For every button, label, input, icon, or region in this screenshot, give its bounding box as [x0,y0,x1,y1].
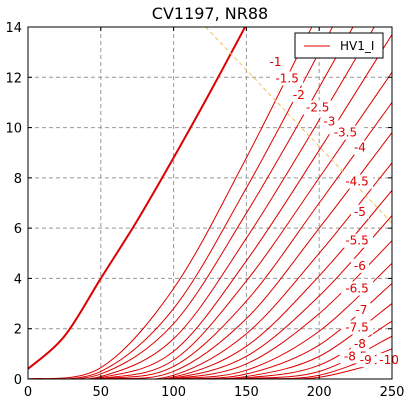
axes-frame [27,26,393,380]
load-line-layer [205,27,392,224]
legend-label: HV1_I [340,39,374,53]
curve-label: -1.5 [271,71,304,86]
curve-label-text: -6.5 [345,281,368,295]
curve-label: -10 [376,353,402,368]
load-line [205,27,392,224]
series-line [28,348,392,379]
curve-label-box [350,204,369,219]
curve-labels: -1 -1.5 -2-2.5-3-3.5-4 -4.5 -5 -5.5 -6 -6.5 -7 -7… [266,55,402,368]
y-tick-label: 2 [14,323,22,338]
x-tick-label: 0 [24,385,32,400]
curve-label-box [350,258,369,273]
axes: 0 50 100 150 200 250 0 2 4 6 8 10 12 14 [5,21,404,400]
curve-label: -2.5 [301,100,334,115]
curve-label: -2 [289,87,308,102]
curve-label: -3 [320,114,339,129]
series-line [28,320,392,379]
curve-label: -7 [352,302,371,317]
curve-label-text: -3.5 [334,126,357,140]
curve-label: -3.5 [329,125,362,140]
series-line [28,335,392,379]
curve-label-text: -5.5 [345,234,368,248]
x-tick-label: 100 [161,385,186,400]
curve-label-text: -3 [323,114,335,128]
curve-label-box [352,302,371,317]
curve-label-text: -6 [354,259,366,273]
chart-title: CV1197, NR88 [152,4,268,23]
y-tick-label: 0 [14,373,22,388]
curve-label-text: -4.5 [345,175,368,189]
curve-label-text: -7 [355,303,367,317]
y-tick-label: 12 [5,71,22,86]
curve-label: -9 [356,353,375,368]
series-line [28,240,392,379]
curve-label-box [341,281,374,296]
curve-label: -1 [266,55,285,70]
x-tick-label: 250 [380,385,405,400]
curve-label: -6 [350,258,369,273]
curve-label-box [350,140,369,155]
curve-label-text: -5 [354,205,366,219]
series-line [28,283,392,379]
curve-label-text: -2 [293,88,305,102]
y-tick-label: 14 [5,21,22,36]
curve-label-text: -8 [354,337,366,351]
series-line [28,215,392,379]
y-tick-label: 4 [14,272,22,287]
curve-label-box [289,87,308,102]
plot-area [28,27,392,379]
curve-label-box [266,55,285,70]
curve-label-text: -10 [379,353,399,367]
curve-label-box [356,353,375,368]
curve-label-text: -9 [360,353,372,367]
curve-label: -8 [350,336,369,351]
x-tick-label: 200 [307,385,332,400]
y-tick-label: 6 [14,222,22,237]
curve-label-text: -1.5 [275,72,298,86]
curve-label-text: -4 [354,141,366,155]
y-tick-label: 8 [14,172,22,187]
curve-label: -4 [350,140,369,155]
curve-label-text: -7.5 [345,320,368,334]
curve-label-box [341,233,374,248]
curve-label: -4.5 [341,174,374,189]
curve-label-box [350,336,369,351]
x-tick-label: 50 [93,385,110,400]
legend: HV1_I [294,32,384,59]
series-line [28,358,392,379]
curves [28,27,392,379]
curve-label-box [320,114,339,129]
y-tick-label: 10 [5,122,22,137]
x-tick-label: 150 [234,385,259,400]
curve-label-box [301,100,334,115]
curve-label-box [376,353,402,368]
series-line [28,262,392,379]
curve-label-box [271,71,304,86]
series-line [28,27,334,379]
series-line [28,190,392,379]
curve-label-box [341,320,374,335]
curve-label-text: -1 [270,55,282,69]
curve-label: -5.5 [341,233,374,248]
curve-label: -6.5 [341,281,374,296]
curve-label-box [329,125,362,140]
series-line [28,27,247,370]
curve-label: -7.5 [341,320,374,335]
curve-label-text: -2.5 [306,100,329,114]
series-line [28,162,392,379]
curve-label-box [341,174,374,189]
series-line [28,27,313,379]
curve-label: -5 [350,204,369,219]
